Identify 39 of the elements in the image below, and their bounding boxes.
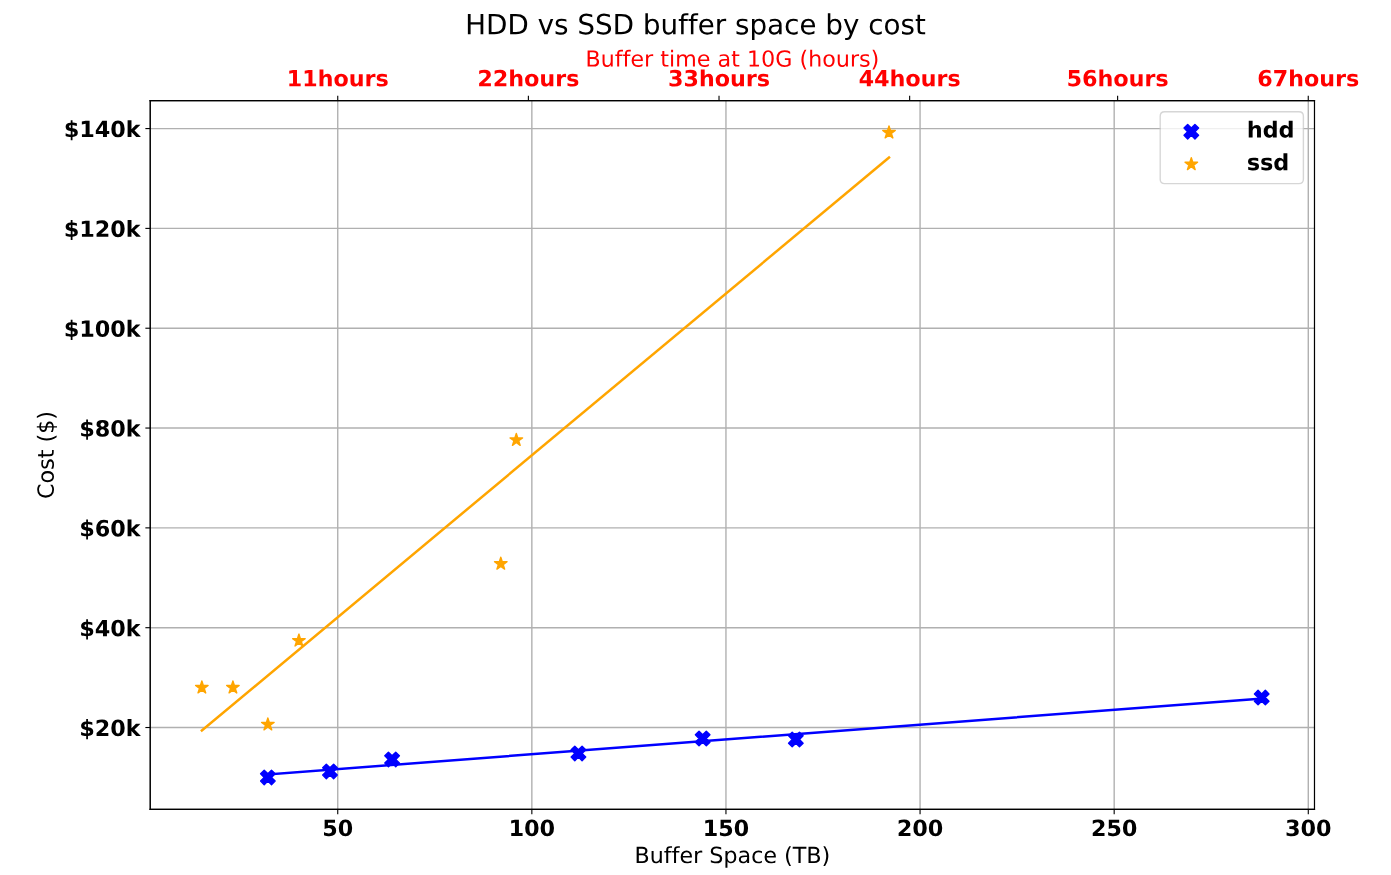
x-tick-label: 200 [898,819,943,837]
y-tick-label: $120k [65,219,141,241]
point [1253,689,1270,706]
point [260,717,275,731]
x-tick-label: 250 [1092,819,1137,837]
y-tick-label: $80k [81,419,141,440]
point [509,432,524,447]
x2-tick-label: 56hours [1068,69,1168,87]
point [787,731,804,748]
point [384,751,401,768]
x2-tick-label: 44hours [859,69,960,87]
point [570,745,587,762]
x-tick-label: 50 [323,819,353,837]
point [882,125,896,139]
chart-title: HDD vs SSD buffer space by cost [467,13,926,41]
legend-label: hdd [1248,120,1293,138]
y-tick-label: $20k [81,719,141,740]
point [694,730,711,747]
x2-tick-label: 33hours [669,69,769,87]
point [321,763,338,780]
x2-tick-label: 11hours [289,69,388,87]
x-tick-label: 150 [705,819,749,837]
point [259,769,276,786]
x-tick-label: 100 [511,819,554,837]
legend-label: ssd [1248,153,1288,171]
point [225,680,240,694]
point [194,680,209,694]
y-tick-label: $140k [65,120,141,141]
y-tick-label: $100k [65,319,141,340]
point [493,556,508,570]
x-axis-title: Buffer Space (TB) [636,846,829,868]
x2-axis-title: Buffer time at 10G (hours) [587,49,878,70]
x2-tick-label: 22hours [479,69,579,87]
y-tick-label: $40k [81,619,141,640]
x2-tick-label: 67hours [1258,69,1359,87]
y-axis-title: Cost ($) [36,412,57,498]
x-tick-label: 300 [1286,819,1331,837]
point [291,633,306,647]
y-tick-label: $60k [81,519,141,540]
